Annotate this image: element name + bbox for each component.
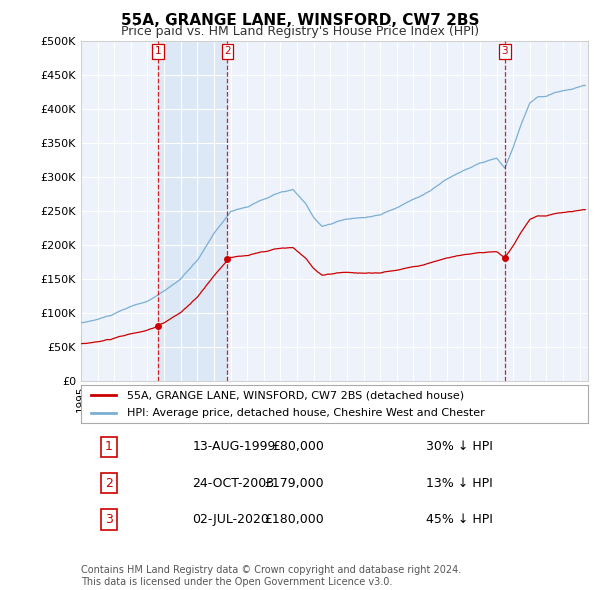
Text: 45% ↓ HPI: 45% ↓ HPI xyxy=(426,513,493,526)
Text: 3: 3 xyxy=(502,47,508,57)
Text: Contains HM Land Registry data © Crown copyright and database right 2024.
This d: Contains HM Land Registry data © Crown c… xyxy=(81,565,461,587)
Text: 2: 2 xyxy=(224,47,231,57)
Text: 2: 2 xyxy=(105,477,113,490)
Text: £179,000: £179,000 xyxy=(265,477,325,490)
Text: HPI: Average price, detached house, Cheshire West and Chester: HPI: Average price, detached house, Ches… xyxy=(127,408,484,418)
Text: 13% ↓ HPI: 13% ↓ HPI xyxy=(426,477,493,490)
Text: Price paid vs. HM Land Registry's House Price Index (HPI): Price paid vs. HM Land Registry's House … xyxy=(121,25,479,38)
Text: 02-JUL-2020: 02-JUL-2020 xyxy=(193,513,269,526)
Bar xyxy=(158,41,227,381)
Text: £180,000: £180,000 xyxy=(265,513,325,526)
Text: 13-AUG-1999: 13-AUG-1999 xyxy=(193,441,276,454)
Text: 1: 1 xyxy=(154,47,161,57)
Text: £80,000: £80,000 xyxy=(272,441,325,454)
Text: 24-OCT-2003: 24-OCT-2003 xyxy=(193,477,275,490)
Text: 1: 1 xyxy=(105,441,113,454)
Text: 55A, GRANGE LANE, WINSFORD, CW7 2BS: 55A, GRANGE LANE, WINSFORD, CW7 2BS xyxy=(121,13,479,28)
Text: 55A, GRANGE LANE, WINSFORD, CW7 2BS (detached house): 55A, GRANGE LANE, WINSFORD, CW7 2BS (det… xyxy=(127,390,464,400)
Text: 30% ↓ HPI: 30% ↓ HPI xyxy=(426,441,493,454)
Text: 3: 3 xyxy=(105,513,113,526)
